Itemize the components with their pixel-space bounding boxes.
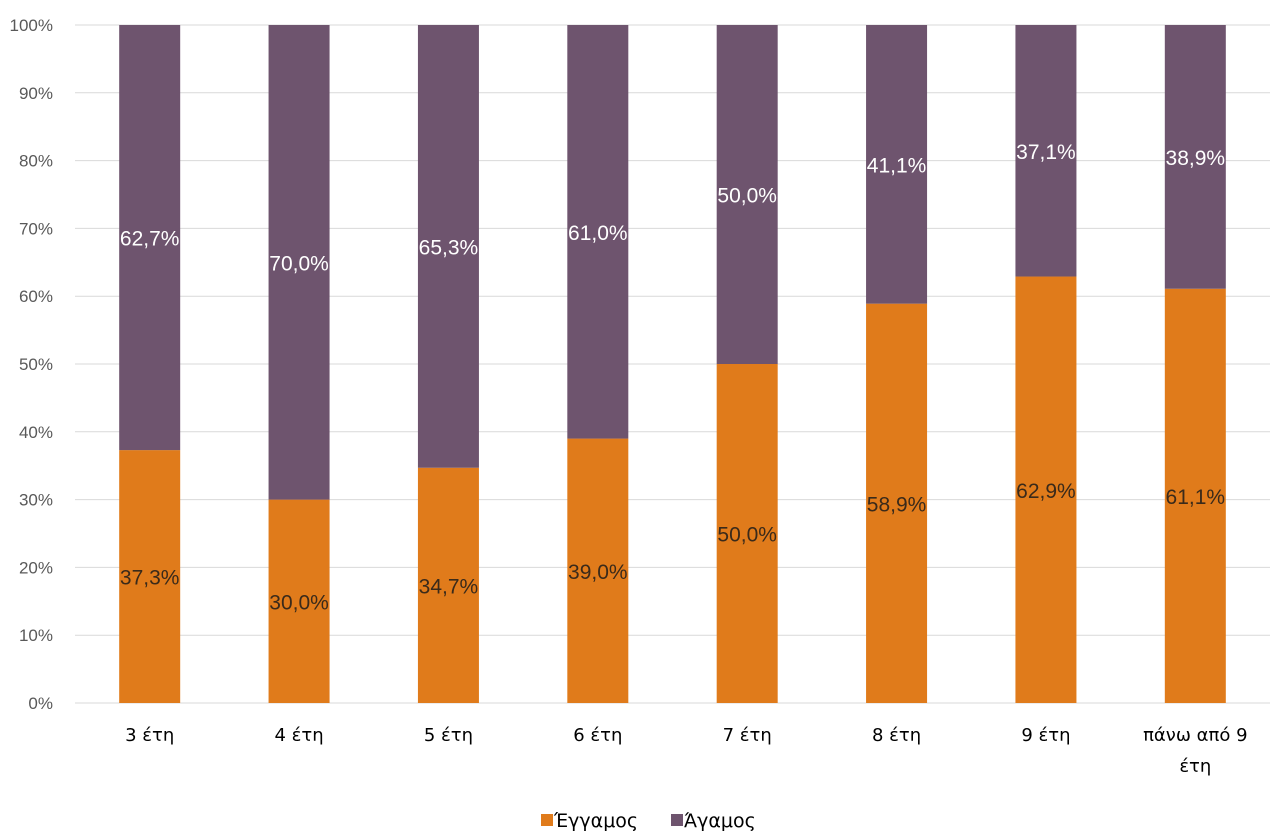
y-tick-label: 60% [19, 287, 53, 306]
data-label: 50,0% [717, 185, 777, 208]
x-category-label: 8 έτη [872, 725, 921, 746]
bar-engamos [119, 450, 181, 703]
bar-engamos [417, 467, 479, 703]
y-axis: 0% 10% 20% 30% 40% 50% 60% 70% 80% 90% 100% [10, 16, 53, 713]
bars [119, 25, 1226, 703]
data-label: 38,9% [1166, 147, 1226, 170]
x-category-label: 3 έτη [125, 725, 174, 746]
y-tick-label: 10% [19, 626, 53, 645]
bar-agamos [1015, 25, 1077, 277]
bar-agamos [567, 25, 629, 439]
y-tick-label: 70% [19, 219, 53, 238]
bar-agamos [119, 25, 181, 451]
y-tick-label: 20% [19, 558, 53, 577]
bar-agamos [716, 25, 778, 364]
bar-engamos [1015, 276, 1077, 703]
y-tick-label: 0% [28, 694, 53, 713]
legend-swatch [671, 814, 683, 826]
legend-label: Άγαμος [684, 810, 756, 832]
bar-engamos [866, 303, 928, 703]
data-label: 58,9% [867, 493, 927, 516]
data-label: 30,0% [269, 591, 329, 614]
y-tick-label: 100% [10, 16, 53, 35]
data-label: 37,3% [120, 567, 180, 590]
x-category-label: 6 έτη [573, 725, 622, 746]
bar-agamos [417, 25, 479, 468]
bar-engamos [1164, 288, 1226, 703]
bar-engamos [716, 364, 778, 703]
x-category-label: 7 έτη [723, 725, 772, 746]
data-label: 61,1% [1166, 486, 1226, 509]
bar-agamos [268, 25, 330, 500]
gridlines [75, 24, 1270, 704]
data-label: 41,1% [867, 154, 927, 177]
data-label: 65,3% [419, 236, 479, 259]
y-tick-label: 50% [19, 355, 53, 374]
bar-agamos [1164, 25, 1226, 289]
data-label: 37,1% [1016, 141, 1076, 164]
bar-engamos [268, 499, 330, 703]
x-category-label: 4 έτη [274, 725, 323, 746]
y-tick-label: 30% [19, 491, 53, 510]
y-tick-label: 90% [19, 84, 53, 103]
x-category-label: πάνω από 9 [1143, 725, 1247, 746]
data-label: 62,7% [120, 228, 180, 251]
legend-label: Έγγαμος [553, 810, 638, 832]
bar-agamos [866, 25, 928, 304]
x-axis: 3 έτη 4 έτη 5 έτη 6 έτη 7 έτη 8 έτη 9 έτη πάνω … [125, 725, 1247, 777]
legend: Έγγαμος Άγαμος [541, 810, 756, 832]
data-label: 34,7% [419, 575, 479, 598]
y-tick-label: 40% [19, 423, 53, 442]
data-label: 39,0% [568, 561, 628, 584]
x-category-label: 9 έτη [1021, 725, 1070, 746]
data-label: 50,0% [717, 524, 777, 547]
x-category-label: 5 έτη [424, 725, 473, 746]
data-label: 61,0% [568, 222, 628, 245]
data-label: 70,0% [269, 252, 329, 275]
x-category-label: έτη [1179, 756, 1211, 777]
y-tick-label: 80% [19, 152, 53, 171]
data-label: 62,9% [1016, 480, 1076, 503]
legend-swatch [541, 814, 553, 826]
bar-engamos [567, 438, 629, 703]
data-labels: 37,3% 62,7% 30,0% 70,0% 34,7% 65,3% 39,0% 61,0%… [120, 141, 1225, 615]
